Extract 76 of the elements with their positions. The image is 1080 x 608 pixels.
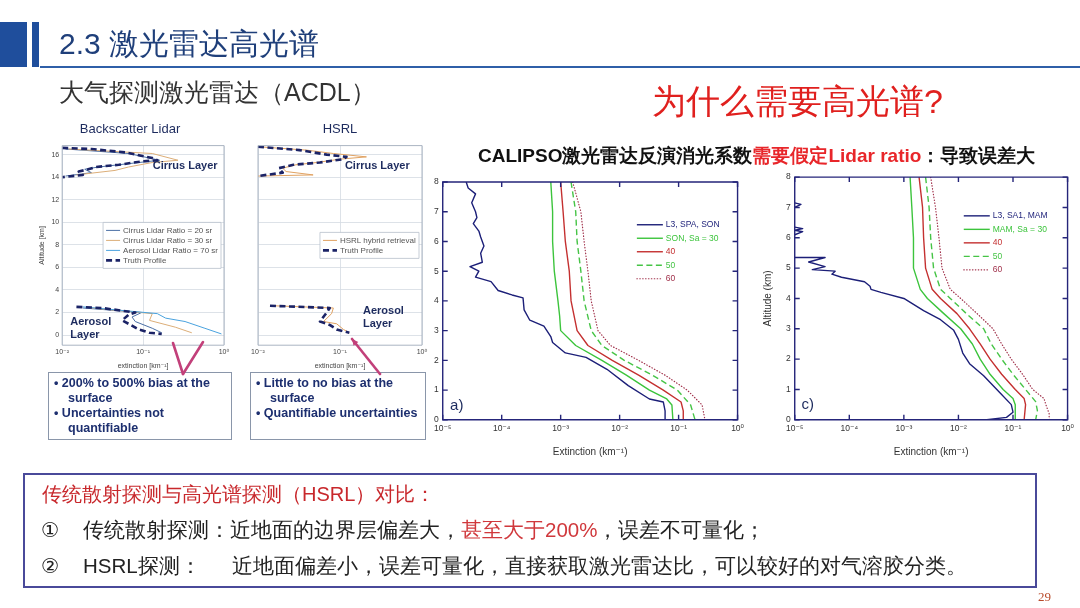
- y-tick-label: 6: [785, 232, 791, 243]
- x-tick-label: 10⁻⁵: [785, 423, 804, 434]
- text: 2.3 激光雷达高光谱: [59, 26, 320, 62]
- legend-label: SON, Sa = 30: [665, 232, 719, 243]
- x-tick-label: 10⁻²: [950, 423, 967, 434]
- x-tick-label: 10⁻¹: [670, 423, 688, 434]
- text: • Uncertainties not quantifiable: [54, 406, 165, 436]
- x-tick-label: 10⁻⁴: [840, 423, 859, 434]
- y-tick-label: 0: [433, 414, 439, 425]
- x-tick-label: 10⁻³: [552, 423, 570, 434]
- x-axis-title: Extinction (km⁻¹): [893, 445, 969, 457]
- legend-label: L3, SA1, MAM: [992, 210, 1048, 221]
- y-tick-label: 6: [433, 235, 439, 246]
- text: • Little to no bias at the surface: [256, 376, 395, 406]
- legend-label: 60: [992, 264, 1003, 275]
- text: ①: [41, 517, 60, 543]
- text: 为什么需要高光谱?: [652, 81, 943, 121]
- text: 需要假定Lidar ratio: [752, 145, 922, 166]
- x-tick-label: 10⁻⁴: [492, 423, 511, 434]
- text: HSRL探测：: [83, 553, 201, 579]
- x-axis-title: Extinction (km⁻¹): [552, 445, 628, 457]
- x-tick-label: 10⁰: [1061, 423, 1075, 434]
- y-tick-label: 1: [433, 384, 439, 395]
- y-tick-label: 4: [433, 295, 439, 306]
- legend-label: Truth Profile: [339, 245, 384, 255]
- text: • 200% to 500% bias at the surface: [54, 376, 211, 406]
- annotation: Aerosol Layer: [362, 303, 404, 329]
- x-tick-label: 10⁰: [731, 423, 745, 434]
- y-tick-label: 7: [785, 201, 791, 212]
- legend-label: Aerosol Lidar Ratio = 70 sr: [123, 245, 219, 255]
- y-tick-label: 5: [785, 262, 791, 273]
- text: 29: [1038, 589, 1051, 605]
- text: CALIPSO激光雷达反演消光系数: [478, 145, 753, 166]
- y-axis-title: Altitude (km): [761, 270, 773, 327]
- text: 大气探测激光雷达（ACDL）: [59, 77, 376, 107]
- y-tick-label: 2: [433, 354, 439, 365]
- legend-label: HSRL hybrid retrieval: [339, 235, 416, 245]
- annotation: Cirrus Layer: [152, 158, 219, 171]
- legend-label: 40: [992, 237, 1003, 248]
- annotation: Aerosol Layer: [70, 314, 112, 340]
- text: ，误差不可量化；: [597, 518, 766, 541]
- legend-label: Truth Profile: [123, 255, 167, 265]
- chart-title: HSRL: [322, 121, 358, 137]
- text: 甚至大于200%: [461, 518, 598, 541]
- x-tick-label: 10⁻²: [611, 423, 629, 434]
- y-tick-label: 4: [785, 292, 791, 303]
- legend-label: MAM, Sa = 30: [992, 223, 1048, 234]
- y-tick-label: 8: [433, 176, 439, 187]
- legend-label: 60: [665, 273, 676, 284]
- y-tick-label: 3: [433, 324, 439, 335]
- legend-label: 50: [665, 259, 676, 270]
- x-tick-label: 10⁻³: [895, 423, 913, 434]
- y-tick-label: 8: [785, 171, 791, 182]
- legend-label: L3, SPA, SON: [665, 219, 720, 230]
- legend-label: 50: [992, 250, 1003, 261]
- y-tick-label: 0: [785, 414, 791, 425]
- text: 传统散射探测：近地面的边界层偏差大，: [83, 518, 461, 541]
- y-tick-label: 7: [433, 206, 439, 217]
- text: 近地面偏差小，误差可量化，直接获取激光雷达比，可以较好的对气溶胶分类。: [232, 553, 967, 579]
- y-tick-label: 3: [785, 323, 791, 334]
- y-tick-label: 1: [785, 383, 791, 394]
- y-tick-label: 5: [433, 265, 439, 276]
- y-tick-label: 2: [785, 353, 791, 364]
- annotation: a): [450, 395, 464, 413]
- annotation: Cirrus Layer: [344, 158, 411, 171]
- legend-label: Cirrus Lidar Ratio = 30 sr: [123, 235, 213, 245]
- text: ②: [41, 553, 60, 579]
- annotation: c): [801, 395, 815, 413]
- chart-title: Backscatter Lidar: [79, 121, 181, 137]
- text: • Quantifiable uncertainties: [256, 406, 419, 421]
- text: 传统散射探测与高光谱探测（HSRL）对比：: [42, 482, 436, 507]
- text: ：导致误差大: [921, 145, 1036, 166]
- x-tick-label: 10⁻⁵: [433, 423, 452, 434]
- legend-label: 40: [665, 246, 676, 257]
- legend-label: Cirrus Lidar Ratio = 20 sr: [123, 225, 213, 235]
- x-tick-label: 10⁻¹: [1004, 423, 1022, 434]
